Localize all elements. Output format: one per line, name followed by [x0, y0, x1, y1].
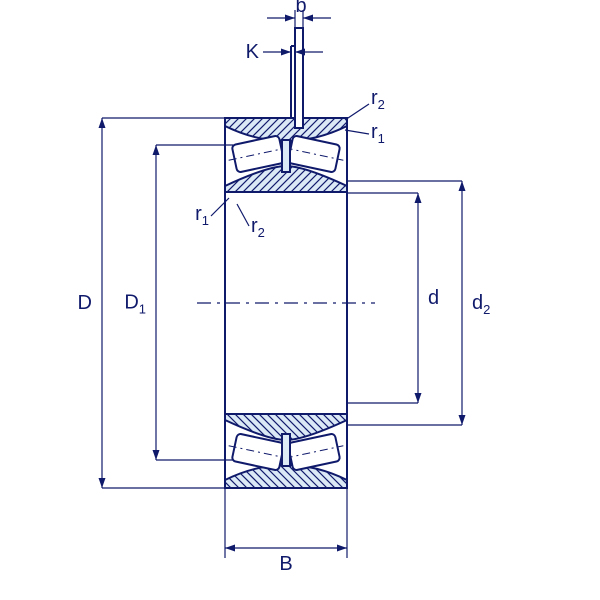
svg-text:B: B: [279, 553, 292, 575]
svg-text:r2: r2: [371, 87, 385, 112]
svg-text:b: b: [295, 0, 306, 17]
svg-text:D1: D1: [124, 292, 146, 317]
svg-text:D: D: [78, 292, 92, 314]
svg-text:d2: d2: [472, 292, 490, 317]
svg-text:r1: r1: [371, 121, 385, 146]
svg-text:K: K: [246, 41, 260, 63]
svg-text:r1: r1: [195, 203, 209, 228]
svg-text:d: d: [428, 287, 439, 309]
